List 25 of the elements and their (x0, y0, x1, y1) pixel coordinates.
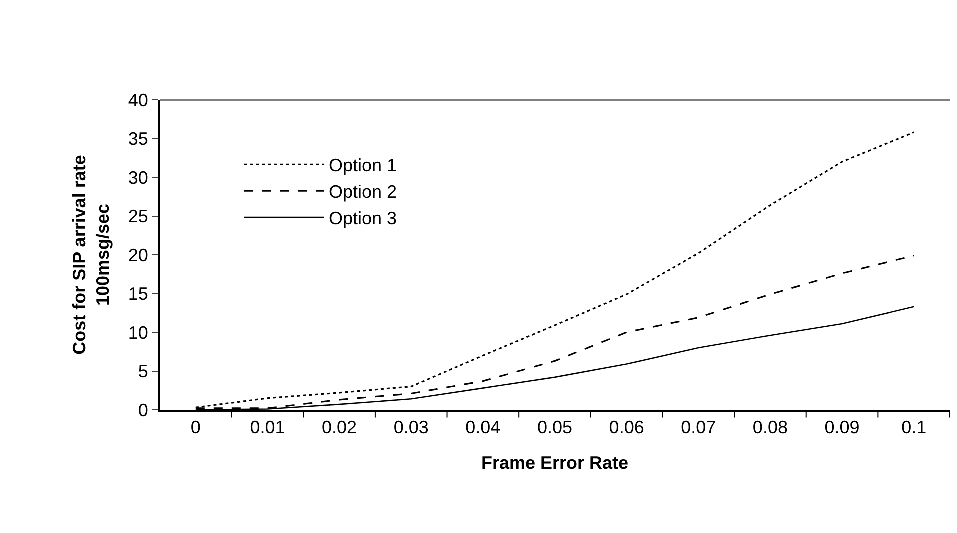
y-tick-label: 40 (128, 90, 148, 110)
x-axis-title: Frame Error Rate (481, 453, 629, 474)
y-tick-label: 30 (128, 168, 148, 188)
y-axis-title: Cost for SIP arrival rate 100msg/sec (70, 155, 114, 355)
y-tick-label: 15 (128, 284, 148, 304)
x-tick-label: 0 (190, 418, 201, 438)
x-tick-label: 0.06 (609, 418, 644, 438)
legend-label: Option 2 (329, 182, 398, 202)
y-tick-label: 0 (138, 400, 148, 420)
x-tick-label: 0.01 (250, 418, 286, 438)
x-tick-label: 0.07 (681, 418, 716, 438)
x-tick-label: 0.02 (322, 418, 358, 438)
x-tick-label: 0.1 (902, 418, 927, 438)
x-tick-label: 0.03 (394, 418, 429, 438)
y-tick-label: 35 (128, 129, 148, 150)
legend-label: Option 3 (329, 208, 398, 229)
x-tick-label: 0.04 (466, 418, 501, 438)
x-tick-label: 0.09 (824, 418, 860, 438)
y-tick-label: 10 (128, 322, 148, 343)
legend-label: Option 1 (329, 156, 398, 176)
x-tick-label: 0.05 (537, 418, 573, 438)
x-tick-label: 0.08 (752, 418, 788, 438)
y-tick-label: 25 (128, 206, 148, 227)
y-tick-label: 20 (128, 245, 148, 266)
y-tick-label: 5 (138, 362, 148, 382)
